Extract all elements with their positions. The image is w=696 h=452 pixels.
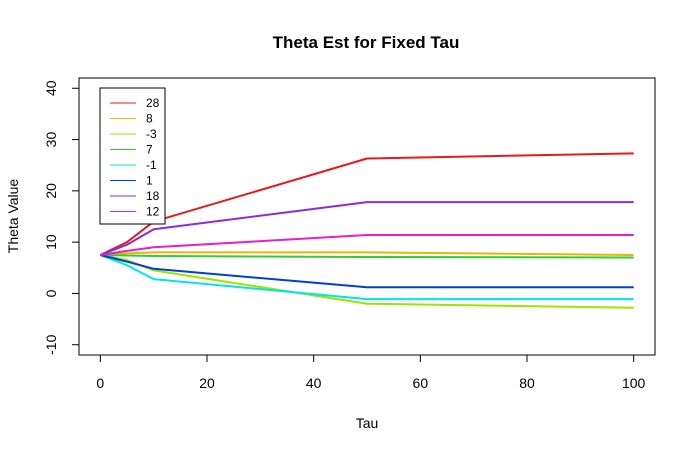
- legend-label: 1: [146, 174, 153, 188]
- legend-label: 7: [146, 143, 153, 157]
- legend-label: 8: [146, 112, 153, 126]
- series-line--1: [99, 254, 634, 301]
- y-tick-label: 0: [43, 289, 59, 297]
- legend-label: -1: [146, 158, 157, 172]
- x-tick-label: 80: [519, 375, 535, 391]
- series-line-18: [99, 201, 634, 256]
- y-axis-label: Theta Value: [5, 179, 21, 254]
- chart-title: Theta Est for Fixed Tau: [273, 33, 460, 52]
- legend-label: 12: [146, 205, 160, 219]
- x-tick-label: 0: [96, 375, 104, 391]
- series-line-8: [100, 251, 634, 256]
- x-tick-label: 60: [413, 375, 429, 391]
- series-line-7: [100, 254, 634, 259]
- series-line-28: [99, 152, 634, 256]
- x-tick-label: 40: [306, 375, 322, 391]
- legend-label: -3: [146, 127, 157, 141]
- legend: 28 8-3 7-1 118 12: [99, 87, 166, 225]
- y-tick-label: 30: [43, 132, 59, 148]
- legend-label: 18: [146, 189, 160, 203]
- y-tick-label: 40: [43, 80, 59, 96]
- y-tick-label: -10: [43, 334, 59, 354]
- y-tick-label: 20: [43, 183, 59, 199]
- x-axis-label: Tau: [356, 415, 379, 431]
- x-tick-label: 20: [199, 375, 215, 391]
- y-tick-label: 10: [43, 234, 59, 250]
- legend-box: [99, 87, 166, 225]
- x-tick-label: 100: [622, 375, 646, 391]
- legend-label: 28: [146, 96, 160, 110]
- series-line-12: [100, 234, 634, 256]
- series-line-1: [100, 254, 634, 289]
- y-axis: -10 0 10 20 30 40: [43, 80, 80, 355]
- series-lines: [99, 152, 634, 309]
- x-axis: 0 20 40 60 80 100: [96, 354, 646, 391]
